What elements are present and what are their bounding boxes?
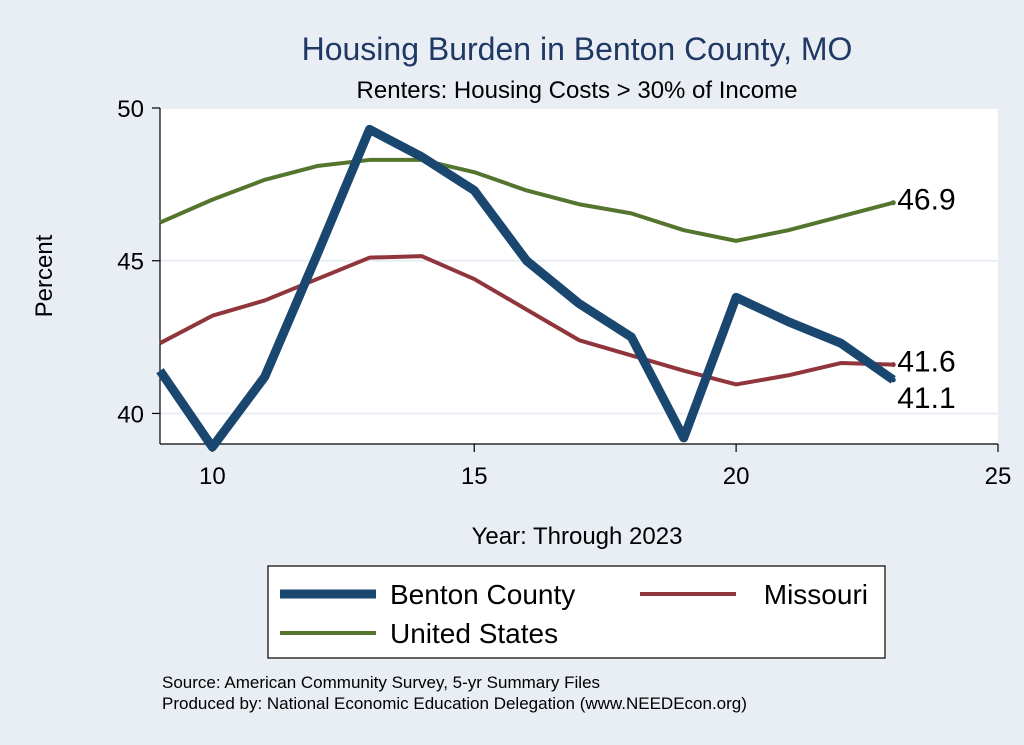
series-line-benton-county bbox=[156, 124, 896, 452]
x-axis-title: Year: Through 2023 bbox=[472, 523, 683, 550]
y-axis-ticks: 40 45 50 bbox=[117, 96, 160, 428]
legend-label-missouri: Missouri bbox=[764, 579, 868, 610]
series-layer bbox=[156, 124, 896, 452]
x-tick-label: 20 bbox=[723, 463, 750, 490]
end-label-missouri: 41.6 bbox=[897, 346, 955, 379]
end-label-benton-county: 41.1 bbox=[897, 382, 955, 415]
endpoint-missouri bbox=[890, 362, 896, 368]
y-tick-label: 40 bbox=[117, 401, 144, 428]
x-axis-ticks: 10 15 20 25 bbox=[199, 444, 1011, 490]
series-line-united-states bbox=[159, 157, 894, 243]
y-tick-label: 45 bbox=[117, 249, 144, 276]
legend-box bbox=[267, 565, 886, 659]
x-tick-label: 25 bbox=[985, 463, 1012, 490]
chart-title: Housing Burden in Benton County, MO bbox=[302, 31, 853, 67]
producer-note: Produced by: National Economic Education… bbox=[162, 694, 747, 713]
y-tick-label: 50 bbox=[117, 96, 144, 123]
end-labels: 41.141.6 46.9 bbox=[897, 184, 955, 415]
series-line-missouri bbox=[159, 254, 894, 387]
chart-subtitle: Renters: Housing Costs > 30% of Income bbox=[357, 77, 798, 104]
endpoint-benton-county bbox=[890, 377, 896, 383]
plot-area bbox=[160, 108, 998, 444]
end-label-united-states: 46.9 bbox=[897, 184, 955, 217]
endpoint-united-states bbox=[890, 200, 896, 206]
legend-label-benton-county: Benton County bbox=[390, 579, 575, 610]
legend-label-united-states: United States bbox=[390, 618, 558, 649]
x-tick-label: 15 bbox=[461, 463, 488, 490]
source-note: Source: American Community Survey, 5-yr … bbox=[162, 673, 600, 692]
y-axis-title: Percent bbox=[31, 234, 58, 317]
gridlines bbox=[160, 107, 998, 415]
x-tick-label: 10 bbox=[199, 463, 226, 490]
